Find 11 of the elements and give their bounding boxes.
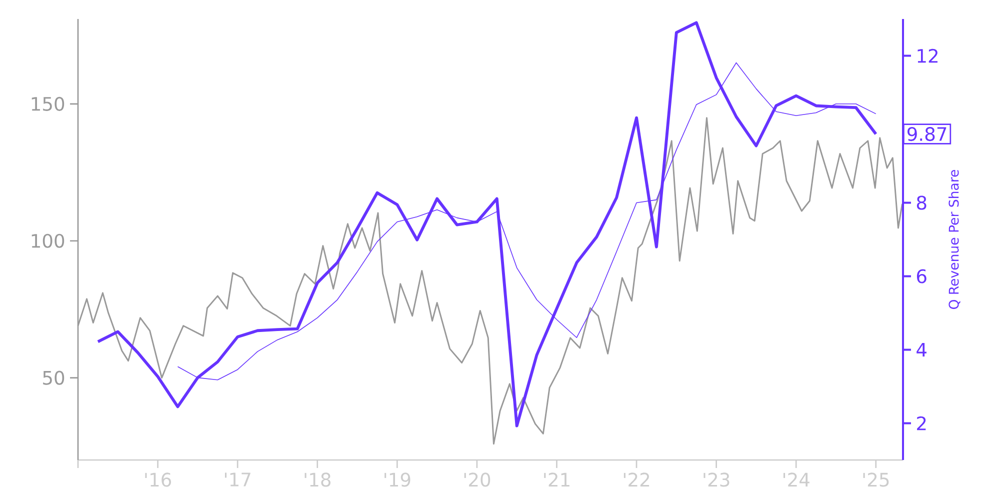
- y2-tick-label: 12: [918, 48, 938, 63]
- y-tick-label: 50: [43, 370, 64, 385]
- y2-tick-label: 2: [917, 416, 926, 430]
- y-tick-label: 150: [32, 96, 64, 111]
- y-tick-label: 100: [32, 234, 64, 248]
- y2-axis-title: Q Revenue Per Share: [948, 170, 960, 309]
- y2-tick-label: 4: [916, 342, 926, 357]
- y2-tick-label: 6: [916, 269, 926, 284]
- y2-tick-label: 8: [916, 196, 926, 210]
- line-series: [96, 21, 878, 428]
- text: 9.87: [908, 126, 946, 142]
